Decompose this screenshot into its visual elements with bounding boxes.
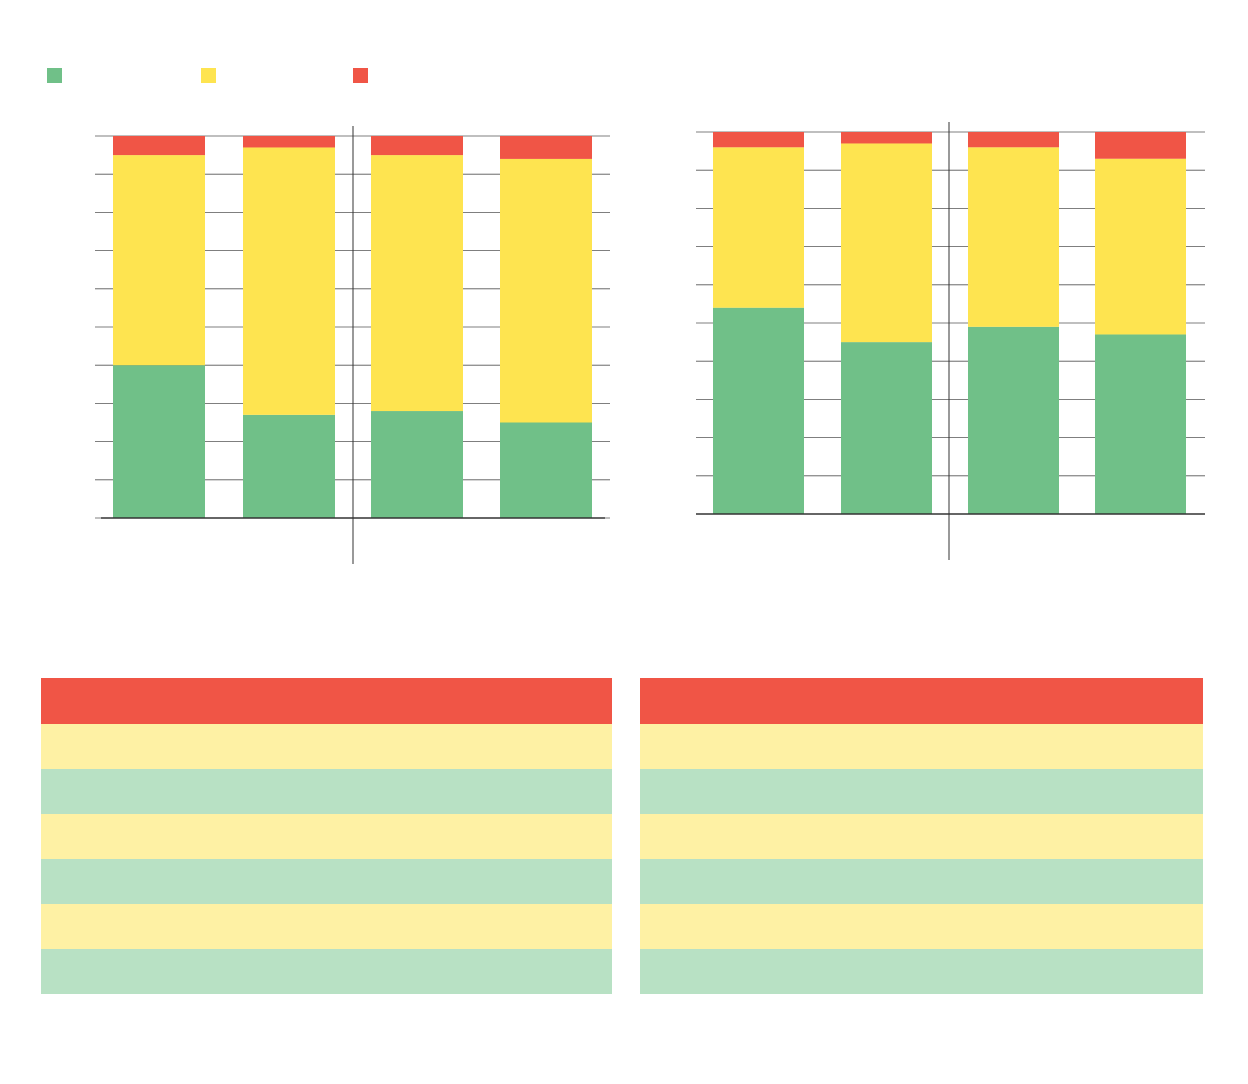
- legend-swatch-yellow: [201, 68, 216, 83]
- table-cell: [640, 769, 922, 814]
- table-cell: [922, 814, 1204, 859]
- bar-segment-red: [243, 136, 335, 148]
- table-cell: [640, 859, 922, 904]
- bar-segment-green: [243, 414, 335, 518]
- table-row: [41, 859, 612, 904]
- table-cell: [41, 769, 327, 814]
- bar-segment-yellow: [243, 147, 335, 415]
- bar-segment-green: [1095, 334, 1186, 514]
- bar-segment-green: [968, 326, 1059, 514]
- bar-segment-yellow: [113, 155, 205, 366]
- table-cell: [41, 904, 327, 949]
- table-cell: [41, 724, 327, 769]
- table-cell: [640, 814, 922, 859]
- table-cell: [922, 859, 1204, 904]
- bar-segment-yellow: [713, 147, 804, 308]
- table-cell: [41, 678, 327, 724]
- bar-segment-green: [371, 411, 463, 518]
- table-cell: [922, 678, 1204, 724]
- table-row: [640, 904, 1203, 949]
- table-row: [640, 724, 1203, 769]
- table-header-row: [41, 678, 612, 724]
- data-table-right: [640, 678, 1203, 994]
- table-cell: [327, 678, 613, 724]
- bar-segment-red: [968, 132, 1059, 148]
- table-cell: [640, 678, 922, 724]
- legend-swatch-green: [47, 68, 62, 83]
- table-cell: [327, 724, 613, 769]
- bar-segment-red: [500, 136, 592, 159]
- table-row: [41, 904, 612, 949]
- bar-segment-yellow: [371, 155, 463, 412]
- table-cell: [640, 904, 922, 949]
- table-cell: [922, 769, 1204, 814]
- stacked-bar-chart-left: [95, 126, 610, 564]
- table-row: [640, 859, 1203, 904]
- bar-segment-red: [713, 132, 804, 148]
- table-row: [41, 769, 612, 814]
- table-row: [640, 814, 1203, 859]
- table-row: [41, 814, 612, 859]
- table-cell: [640, 949, 922, 994]
- table-cell: [922, 724, 1204, 769]
- table-row: [41, 949, 612, 994]
- bar-segment-red: [113, 136, 205, 156]
- legend: [0, 0, 1248, 100]
- table-cell: [327, 859, 613, 904]
- table-cell: [327, 769, 613, 814]
- stacked-bar-chart-right: [696, 122, 1205, 560]
- table-cell: [922, 904, 1204, 949]
- table-row: [41, 724, 612, 769]
- bar-segment-green: [500, 422, 592, 518]
- bar-segment-red: [841, 132, 932, 144]
- table-row: [640, 769, 1203, 814]
- bar-segment-yellow: [1095, 158, 1186, 335]
- table-cell: [41, 949, 327, 994]
- table-cell: [41, 814, 327, 859]
- table-cell: [327, 949, 613, 994]
- bar-segment-yellow: [968, 147, 1059, 327]
- bar-segment-red: [371, 136, 463, 156]
- table-row: [640, 949, 1203, 994]
- table-cell: [640, 724, 922, 769]
- data-table-left: [41, 678, 612, 994]
- bar-segment-yellow: [841, 143, 932, 343]
- table-cell: [327, 814, 613, 859]
- legend-swatch-red: [353, 68, 368, 83]
- bar-segment-red: [1095, 132, 1186, 159]
- bar-segment-green: [841, 342, 932, 514]
- bar-segment-green: [713, 307, 804, 514]
- table-cell: [327, 904, 613, 949]
- bar-segment-green: [113, 365, 205, 518]
- bar-segment-yellow: [500, 158, 592, 423]
- table-header-row: [640, 678, 1203, 724]
- table-cell: [41, 859, 327, 904]
- table-cell: [922, 949, 1204, 994]
